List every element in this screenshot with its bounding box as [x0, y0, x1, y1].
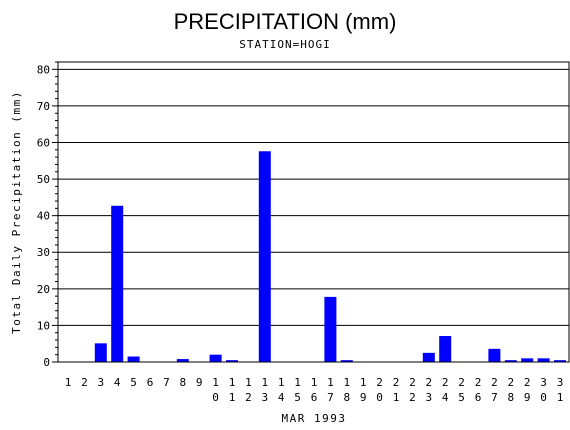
bar-day-13	[258, 151, 271, 362]
x-tick-label: 2	[475, 376, 482, 389]
x-tick-label: 0	[540, 391, 547, 404]
x-tick-label: 7	[327, 391, 334, 404]
bar-day-29	[521, 358, 534, 362]
y-axis: 0 10 20 30 40 50 60 70 80	[37, 61, 58, 369]
x-tick-label: 9	[360, 391, 367, 404]
x-tick-label: 9	[196, 376, 203, 389]
x-tick-label: 5	[458, 391, 465, 404]
bar-day-8	[176, 359, 189, 362]
bar-day-27	[488, 348, 501, 362]
x-tick-label: 9	[524, 391, 531, 404]
x-tick-label: 1	[229, 391, 236, 404]
plot-frame	[57, 61, 570, 363]
x-tick-label: 1	[212, 376, 219, 389]
x-axis: 1 2 3 4 5 6 7 8 9 1011121314151617181920212223242…	[65, 376, 564, 404]
x-tick-label: 2	[245, 391, 252, 404]
x-tick-label: 6	[475, 391, 482, 404]
bar-day-24	[439, 336, 452, 362]
bar-day-23	[422, 352, 435, 362]
x-tick-label: 2	[442, 376, 449, 389]
x-tick-label: 6	[147, 376, 154, 389]
y-tick-label: 70	[37, 100, 50, 113]
x-tick-label: 2	[409, 376, 416, 389]
x-tick-label: 2	[458, 376, 465, 389]
bar-day-31	[554, 360, 566, 362]
y-tick-label: 30	[37, 246, 50, 259]
y-tick-label: 10	[37, 319, 50, 332]
x-tick-label: 3	[557, 376, 564, 389]
x-tick-label: 1	[557, 391, 564, 404]
x-tick-label: 1	[360, 376, 367, 389]
x-tick-label: 1	[229, 376, 236, 389]
bar-day-28	[504, 360, 517, 362]
x-tick-label: 7	[491, 391, 498, 404]
chart-title: PRECIPITATION (mm)	[174, 9, 397, 34]
x-tick-label: 8	[343, 391, 350, 404]
y-tick-label: 50	[37, 173, 50, 186]
x-tick-label: 0	[376, 391, 383, 404]
y-tick-label: 40	[37, 210, 50, 223]
x-tick-label: 7	[163, 376, 170, 389]
x-tick-label: 2	[409, 391, 416, 404]
x-tick-label: 2	[393, 376, 400, 389]
x-tick-label: 4	[114, 376, 121, 389]
x-tick-label: 6	[311, 391, 318, 404]
x-tick-label: 3	[425, 391, 432, 404]
y-tick-label: 0	[43, 356, 50, 369]
x-tick-label: 0	[212, 391, 219, 404]
x-tick-label: 2	[524, 376, 531, 389]
bar-day-11	[226, 360, 238, 362]
bar-series	[94, 151, 566, 362]
x-tick-label: 2	[507, 376, 514, 389]
bar-day-3	[94, 343, 107, 362]
bar-day-10	[209, 354, 222, 362]
bar-day-18	[340, 360, 353, 362]
x-tick-label: 4	[278, 391, 285, 404]
x-tick-label: 4	[442, 391, 449, 404]
x-tick-label: 1	[343, 376, 350, 389]
y-tick-label: 60	[37, 136, 50, 149]
y-tick-label: 80	[37, 63, 50, 76]
x-tick-label: 3	[97, 376, 104, 389]
grid-lines	[58, 68, 569, 326]
bar-day-30	[537, 358, 550, 362]
x-tick-label: 1	[294, 376, 301, 389]
x-tick-label: 2	[425, 376, 432, 389]
x-tick-label: 1	[327, 376, 334, 389]
y-axis-label: Total Daily Precipitation (mm)	[10, 90, 23, 334]
x-tick-label: 1	[261, 376, 268, 389]
x-tick-label: 1	[311, 376, 318, 389]
bar-day-17	[324, 296, 337, 362]
x-tick-label: 2	[81, 376, 88, 389]
x-tick-label: 3	[540, 376, 547, 389]
x-tick-label: 2	[491, 376, 498, 389]
x-tick-label: 1	[65, 376, 72, 389]
x-tick-label: 1	[245, 376, 252, 389]
x-tick-label: 1	[393, 391, 400, 404]
x-tick-label: 2	[376, 376, 383, 389]
x-tick-label: 3	[261, 391, 268, 404]
bar-day-4	[111, 205, 124, 362]
bar-day-5	[127, 356, 140, 362]
x-tick-label: 8	[179, 376, 186, 389]
x-tick-label: 8	[507, 391, 514, 404]
x-tick-label: 5	[294, 391, 301, 404]
x-tick-label: 5	[130, 376, 137, 389]
x-axis-label: MAR 1993	[282, 412, 347, 425]
x-tick-label: 1	[278, 376, 285, 389]
chart-subtitle: STATION=HOGI	[239, 38, 330, 51]
y-tick-label: 20	[37, 283, 50, 296]
